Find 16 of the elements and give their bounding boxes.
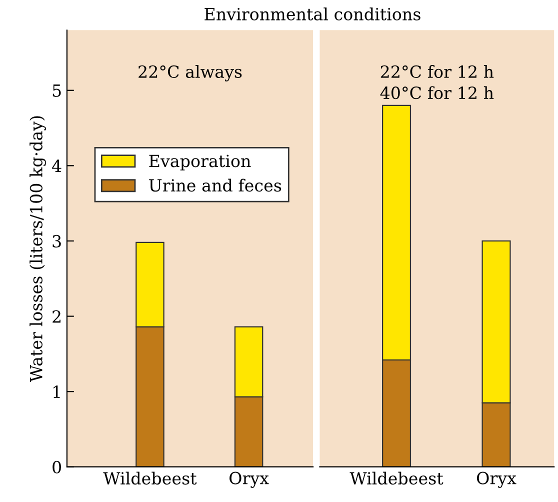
y-tick-label: 0: [52, 460, 61, 474]
x-tick-label: Oryx: [476, 472, 516, 488]
text: 22°C for 12 h 40°C for 12 h: [380, 65, 494, 100]
y-tick-label: 5: [52, 84, 61, 97]
x-tick-label: Oryx: [230, 472, 269, 488]
text: Environmental conditions: [204, 8, 420, 20]
y-tick-label: 4: [52, 160, 62, 172]
legend-label: Urine and feces: [149, 178, 282, 192]
y-tick-label: 1: [54, 386, 60, 398]
y-tick-label: 3: [52, 234, 61, 248]
y-tick-label: 2: [52, 310, 60, 323]
x-tick-label: Wildebeest: [350, 472, 444, 485]
legend-label: Evaporation: [149, 154, 251, 170]
x-tick-label: Wildebeest: [103, 472, 197, 485]
y-axis-title: Water losses (liters/100 kg·day): [30, 116, 46, 382]
text: 22°C always: [138, 65, 242, 82]
